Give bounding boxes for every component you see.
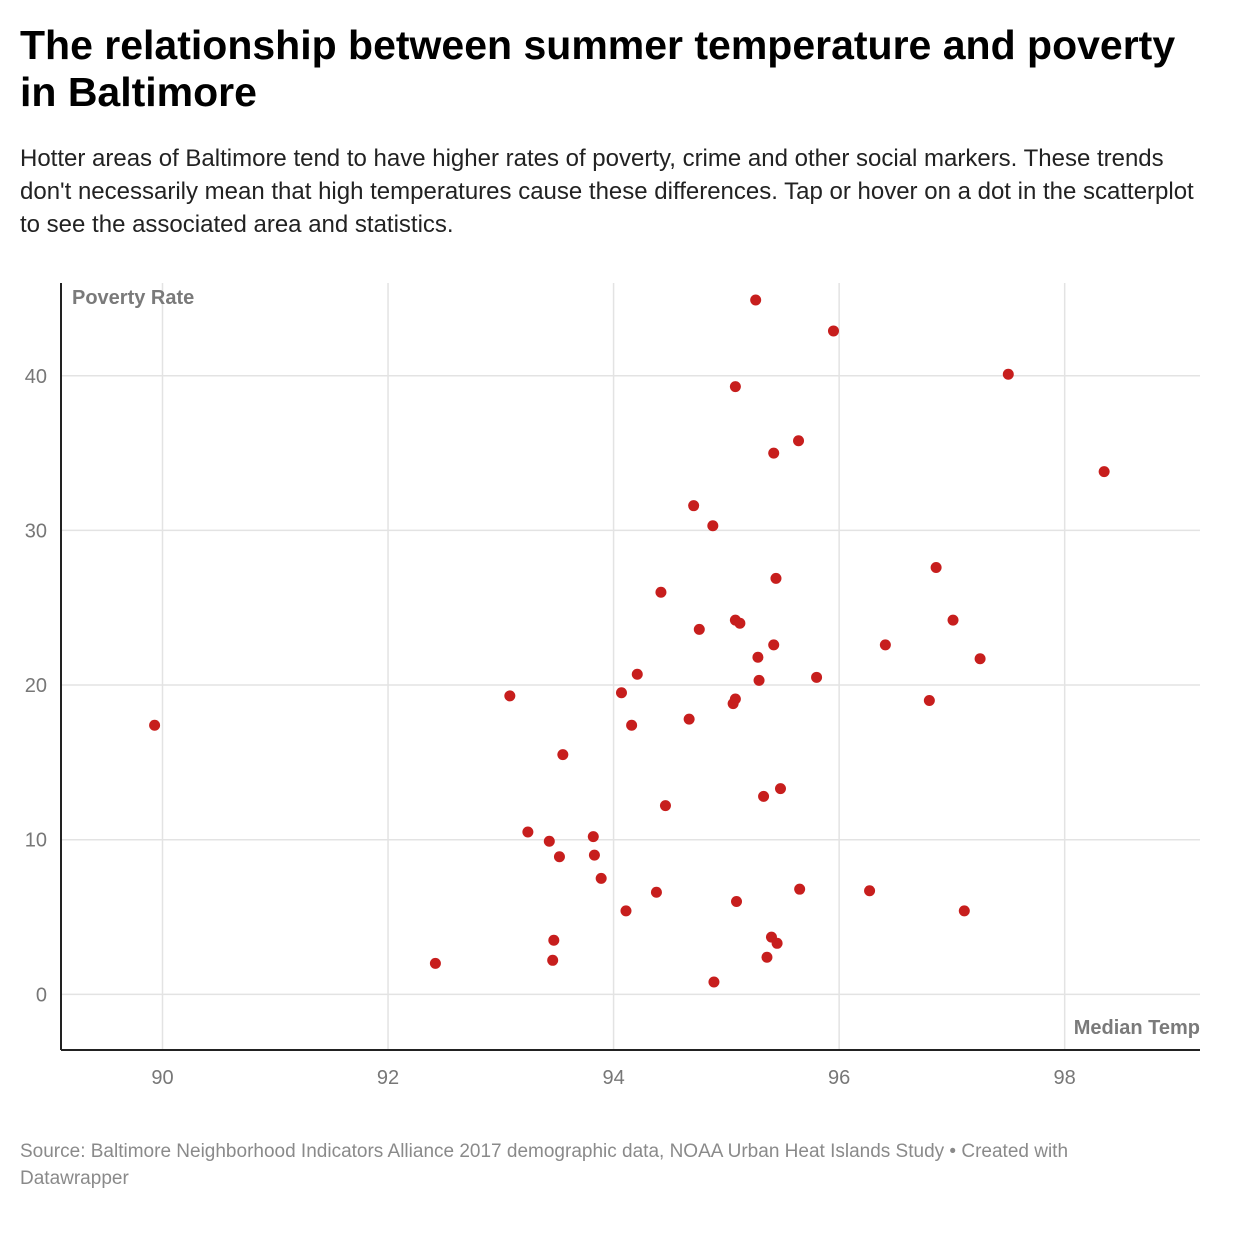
data-point[interactable]	[811, 671, 823, 683]
data-points	[149, 294, 1110, 988]
data-point[interactable]	[752, 651, 764, 663]
data-point[interactable]	[708, 976, 720, 988]
data-point[interactable]	[879, 639, 891, 651]
data-point[interactable]	[588, 849, 600, 861]
x-tick-label: 92	[377, 1067, 399, 1089]
y-tick-label: 10	[25, 830, 47, 852]
data-point[interactable]	[729, 693, 741, 705]
data-point[interactable]	[923, 695, 935, 707]
data-point[interactable]	[543, 835, 555, 847]
y-tick-label: 40	[25, 366, 47, 388]
data-point[interactable]	[793, 435, 805, 447]
data-point[interactable]	[548, 934, 560, 946]
data-point[interactable]	[504, 690, 516, 702]
data-point[interactable]	[947, 614, 959, 626]
y-tick-label: 30	[25, 520, 47, 542]
source-footer: Source: Baltimore Neighborhood Indicator…	[20, 1141, 1069, 1189]
data-point[interactable]	[729, 381, 741, 393]
data-point[interactable]	[958, 905, 970, 917]
data-point[interactable]	[149, 719, 161, 731]
data-point[interactable]	[794, 883, 806, 895]
data-point[interactable]	[707, 520, 719, 532]
data-point[interactable]	[620, 905, 632, 917]
x-tick-label: 96	[828, 1067, 850, 1089]
data-point[interactable]	[770, 572, 782, 584]
data-point[interactable]	[864, 885, 876, 897]
x-tick-label: 98	[1054, 1067, 1076, 1089]
data-point[interactable]	[615, 687, 627, 699]
y-tick-label: 20	[25, 675, 47, 697]
chart-subtitle: Hotter areas of Baltimore tend to have h…	[20, 145, 1194, 238]
data-point[interactable]	[659, 800, 671, 812]
data-point[interactable]	[930, 562, 942, 574]
data-point[interactable]	[761, 951, 773, 963]
data-point[interactable]	[626, 719, 638, 731]
data-point[interactable]	[750, 294, 762, 306]
x-axis-title: Median Temp	[1074, 1017, 1200, 1039]
data-point[interactable]	[587, 831, 599, 843]
data-point[interactable]	[1098, 466, 1110, 478]
data-point[interactable]	[429, 957, 441, 969]
data-point[interactable]	[768, 447, 780, 459]
y-tick-label: 0	[36, 984, 47, 1006]
data-point[interactable]	[758, 790, 770, 802]
x-tick-label: 90	[151, 1067, 173, 1089]
chart-title: The relationship between summer temperat…	[20, 22, 1176, 115]
tick-labels: 90 92 94 96 98 0 10 20 30 40	[25, 366, 1076, 1089]
data-point[interactable]	[731, 896, 743, 908]
data-point[interactable]	[631, 668, 643, 680]
gridlines	[61, 283, 1200, 1050]
data-point[interactable]	[734, 617, 746, 629]
data-point[interactable]	[650, 886, 662, 898]
data-point[interactable]	[547, 954, 559, 966]
data-point[interactable]	[693, 623, 705, 635]
data-point[interactable]	[655, 586, 667, 598]
data-point[interactable]	[774, 783, 786, 795]
data-point[interactable]	[553, 851, 565, 863]
data-point[interactable]	[595, 872, 607, 884]
data-point[interactable]	[771, 937, 783, 949]
x-tick-label: 94	[602, 1067, 624, 1089]
data-point[interactable]	[557, 749, 569, 761]
data-point[interactable]	[683, 713, 695, 725]
data-point[interactable]	[1002, 368, 1014, 380]
data-point[interactable]	[753, 674, 765, 686]
y-axis-title: Poverty Rate	[72, 287, 194, 309]
data-point[interactable]	[688, 500, 700, 512]
data-point[interactable]	[974, 653, 986, 665]
data-point[interactable]	[768, 639, 780, 651]
data-point[interactable]	[827, 325, 839, 337]
data-point[interactable]	[522, 826, 534, 838]
